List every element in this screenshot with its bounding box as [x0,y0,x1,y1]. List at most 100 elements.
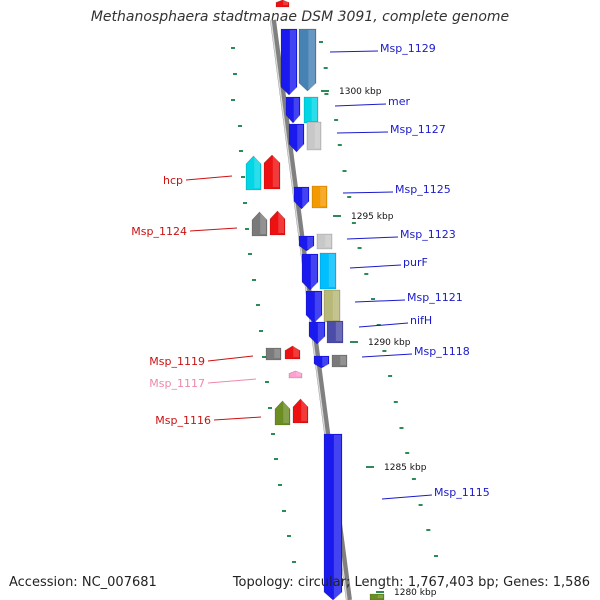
ruler-dot [248,253,252,255]
tick-label: 1300 kbp [339,87,382,97]
gene-label: Msp_1117 [149,377,205,390]
ruler-dot [231,47,235,49]
length-label: Length: [354,575,404,590]
leader-line [361,353,413,358]
leader-line [213,416,262,421]
map-title: Methanosphaera stadtmanae DSM 3091, comp… [90,9,510,25]
gene-label: Msp_1119 [149,355,205,368]
ruler-dot [268,407,272,409]
leader-line [207,355,254,362]
gene-feature [369,593,385,600]
ruler-dot [418,504,423,506]
ruler-dot [262,356,266,358]
gene-feature [311,185,328,209]
gene-feature-shade [328,254,335,287]
tick-label: 1290 kbp [368,338,411,348]
gene-feature-shade [260,213,266,234]
gene-feature [263,154,281,190]
gene-label: mer [388,95,410,108]
gene-feature [293,186,310,210]
ruler-dot [243,202,247,204]
leader-line [336,131,389,134]
ruler-dot [256,304,260,306]
ruler-dot [382,350,387,352]
gene-feature-shade [293,347,299,357]
ruler-dot [393,401,398,403]
ruler-dot [274,458,278,460]
ruler-dot [364,273,369,275]
topology-label: Topology: [232,575,294,590]
gene-feature [323,433,343,600]
gene-feature-shade [335,322,342,341]
gene-feature-shade [296,372,301,376]
gene-feature [292,398,309,424]
gene-feature-shade [283,402,289,423]
ruler-dot [259,330,263,332]
gene-feature-shade [301,400,307,421]
gene-feature [284,345,301,360]
ruler-dot [265,381,269,383]
ruler-dot [323,67,328,69]
position-ticks: 1300 kbp 1295 kbp 1290 kbp 1285 kbp 1280 kbp [321,87,437,598]
gene-feature-shade [274,349,280,358]
gene-feature [269,210,286,236]
gene-feature [285,96,301,124]
gene-features [245,0,385,600]
accession-label: Accession: [9,575,78,590]
gene-feature [280,28,298,96]
gene-feature-shade [333,435,341,598]
gene-label: Msp_1124 [131,225,187,238]
gene-feature [298,28,317,92]
gene-feature-shade [314,123,320,148]
ruler-dot [233,73,237,75]
gene-feature-shade [278,212,284,233]
ruler-dot [278,484,282,486]
gene-feature-shade [297,125,303,150]
gene-feature [326,320,344,344]
gene-label: Msp_1121 [407,291,463,304]
ruler-dot [337,144,342,146]
gene-feature [274,400,291,426]
gene-feature-shade [340,356,346,365]
tick-label: 1280 kbp [394,588,437,598]
gene-feature-shade [283,1,288,5]
gene-feature [313,355,330,369]
gene-feature-shade [302,188,308,207]
gene-feature-shade [332,291,339,320]
ruler-dot [324,93,329,95]
leader-line [334,103,387,107]
gene-feature-shade [325,235,331,247]
ruler-dot [388,375,393,377]
ruler-dot [371,298,375,300]
gene-label: nifH [410,314,432,327]
gene-feature-shade [314,292,321,321]
leader-line [354,299,406,303]
gene-feature-shade [377,595,383,598]
outer-ruler-dots [231,41,438,563]
ruler-dot [282,510,286,512]
length-value: 1,767,403 bp [407,575,495,590]
gene-feature [251,211,268,237]
ruler-dot [287,535,291,537]
ruler-dot [347,196,352,198]
ruler-dot [241,176,245,178]
gene-feature [288,370,303,379]
ruler-dot [271,433,275,435]
gene-feature-shade [311,98,317,121]
gene-feature-shade [308,30,315,89]
genes-value: 1,586 [552,575,590,590]
leader-line [342,191,394,194]
ruler-dot [319,41,323,43]
gene-label: purF [403,256,428,269]
gene-label: Msp_1129 [380,42,436,55]
gene-label: Msp_1127 [390,123,446,136]
tick-label: 1295 kbp [351,212,394,222]
gene-feature [331,354,348,368]
gene-feature [245,155,262,191]
accession-info: Accession: NC_007681 [9,575,157,590]
gene-feature [288,123,305,153]
leader-line [381,494,433,500]
ruler-dot [411,478,416,480]
